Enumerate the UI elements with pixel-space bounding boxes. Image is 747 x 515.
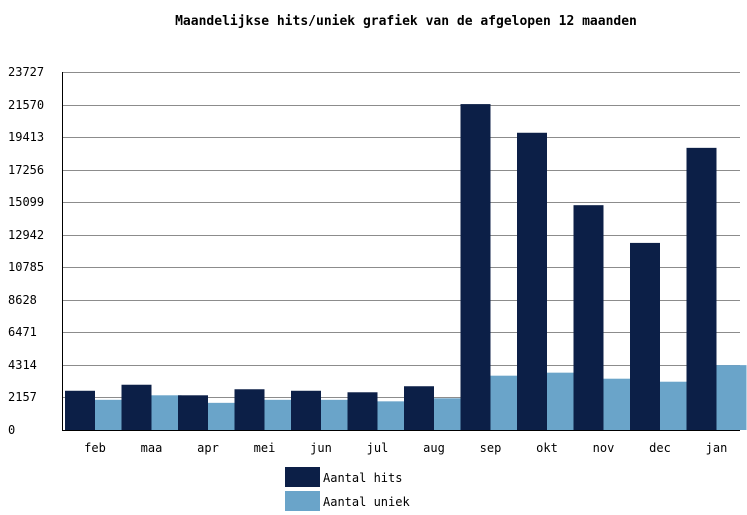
x-tick-label: aug: [423, 441, 445, 455]
bar-hits: [404, 386, 434, 430]
bar-uniek: [264, 399, 295, 430]
bar-hits: [234, 389, 265, 430]
x-tick-label: apr: [197, 441, 219, 455]
y-tick-label: 23727: [8, 65, 44, 79]
y-tick-label: 8628: [8, 293, 37, 307]
bar-uniek: [151, 395, 182, 430]
bar-hits: [121, 384, 152, 430]
chart-title: Maandelijkse hits/uniek grafiek van de a…: [175, 14, 637, 29]
x-tick-label: jun: [310, 441, 332, 455]
x-tick-label: maa: [141, 441, 163, 455]
legend-label: Aantal hits: [323, 471, 402, 485]
bar-hits: [291, 390, 321, 430]
x-tick-label: nov: [593, 441, 615, 455]
y-tick-label: 4314: [8, 358, 37, 372]
bar-uniek: [208, 402, 238, 430]
x-tick-label: feb: [84, 441, 106, 455]
bar-uniek: [660, 381, 690, 430]
bar-uniek: [95, 399, 125, 430]
x-tick-label: okt: [536, 441, 558, 455]
y-tick-label: 6471: [8, 325, 37, 339]
bar-hits: [178, 395, 208, 430]
bar-uniek: [716, 365, 747, 430]
bar-hits: [686, 147, 717, 430]
legend-swatch: [285, 491, 320, 511]
y-tick-label: 12942: [8, 228, 44, 242]
y-tick-label: 17256: [8, 163, 44, 177]
bar-uniek: [321, 399, 351, 430]
bar-hits: [517, 132, 547, 431]
y-tick-label: 15099: [8, 195, 44, 209]
y-tick-label: 19413: [8, 130, 44, 144]
legend-swatch: [285, 467, 320, 487]
bar-uniek: [490, 375, 521, 430]
y-tick-label: 2157: [8, 390, 37, 404]
bar-uniek: [547, 372, 577, 430]
bar-uniek: [603, 378, 634, 430]
bar-hits: [573, 205, 604, 430]
y-tick-label: 0: [8, 423, 15, 437]
x-tick-label: jul: [367, 441, 389, 455]
y-tick-label: 21570: [8, 98, 44, 112]
bar-uniek: [434, 398, 464, 430]
bar-hits: [65, 390, 95, 430]
bar-hits: [460, 104, 491, 430]
x-tick-label: jan: [706, 441, 728, 455]
y-tick-label: 10785: [8, 260, 44, 274]
bar-hits: [347, 392, 378, 430]
x-tick-label: dec: [649, 441, 671, 455]
bar-hits: [630, 242, 660, 430]
bar-uniek: [377, 401, 408, 430]
x-tick-label: sep: [480, 441, 502, 455]
legend-label: Aantal uniek: [323, 495, 410, 509]
x-tick-label: mei: [254, 441, 276, 455]
